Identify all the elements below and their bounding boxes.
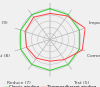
Legend: Classic winding, Thermoadherent winding: Classic winding, Thermoadherent winding	[2, 84, 98, 87]
